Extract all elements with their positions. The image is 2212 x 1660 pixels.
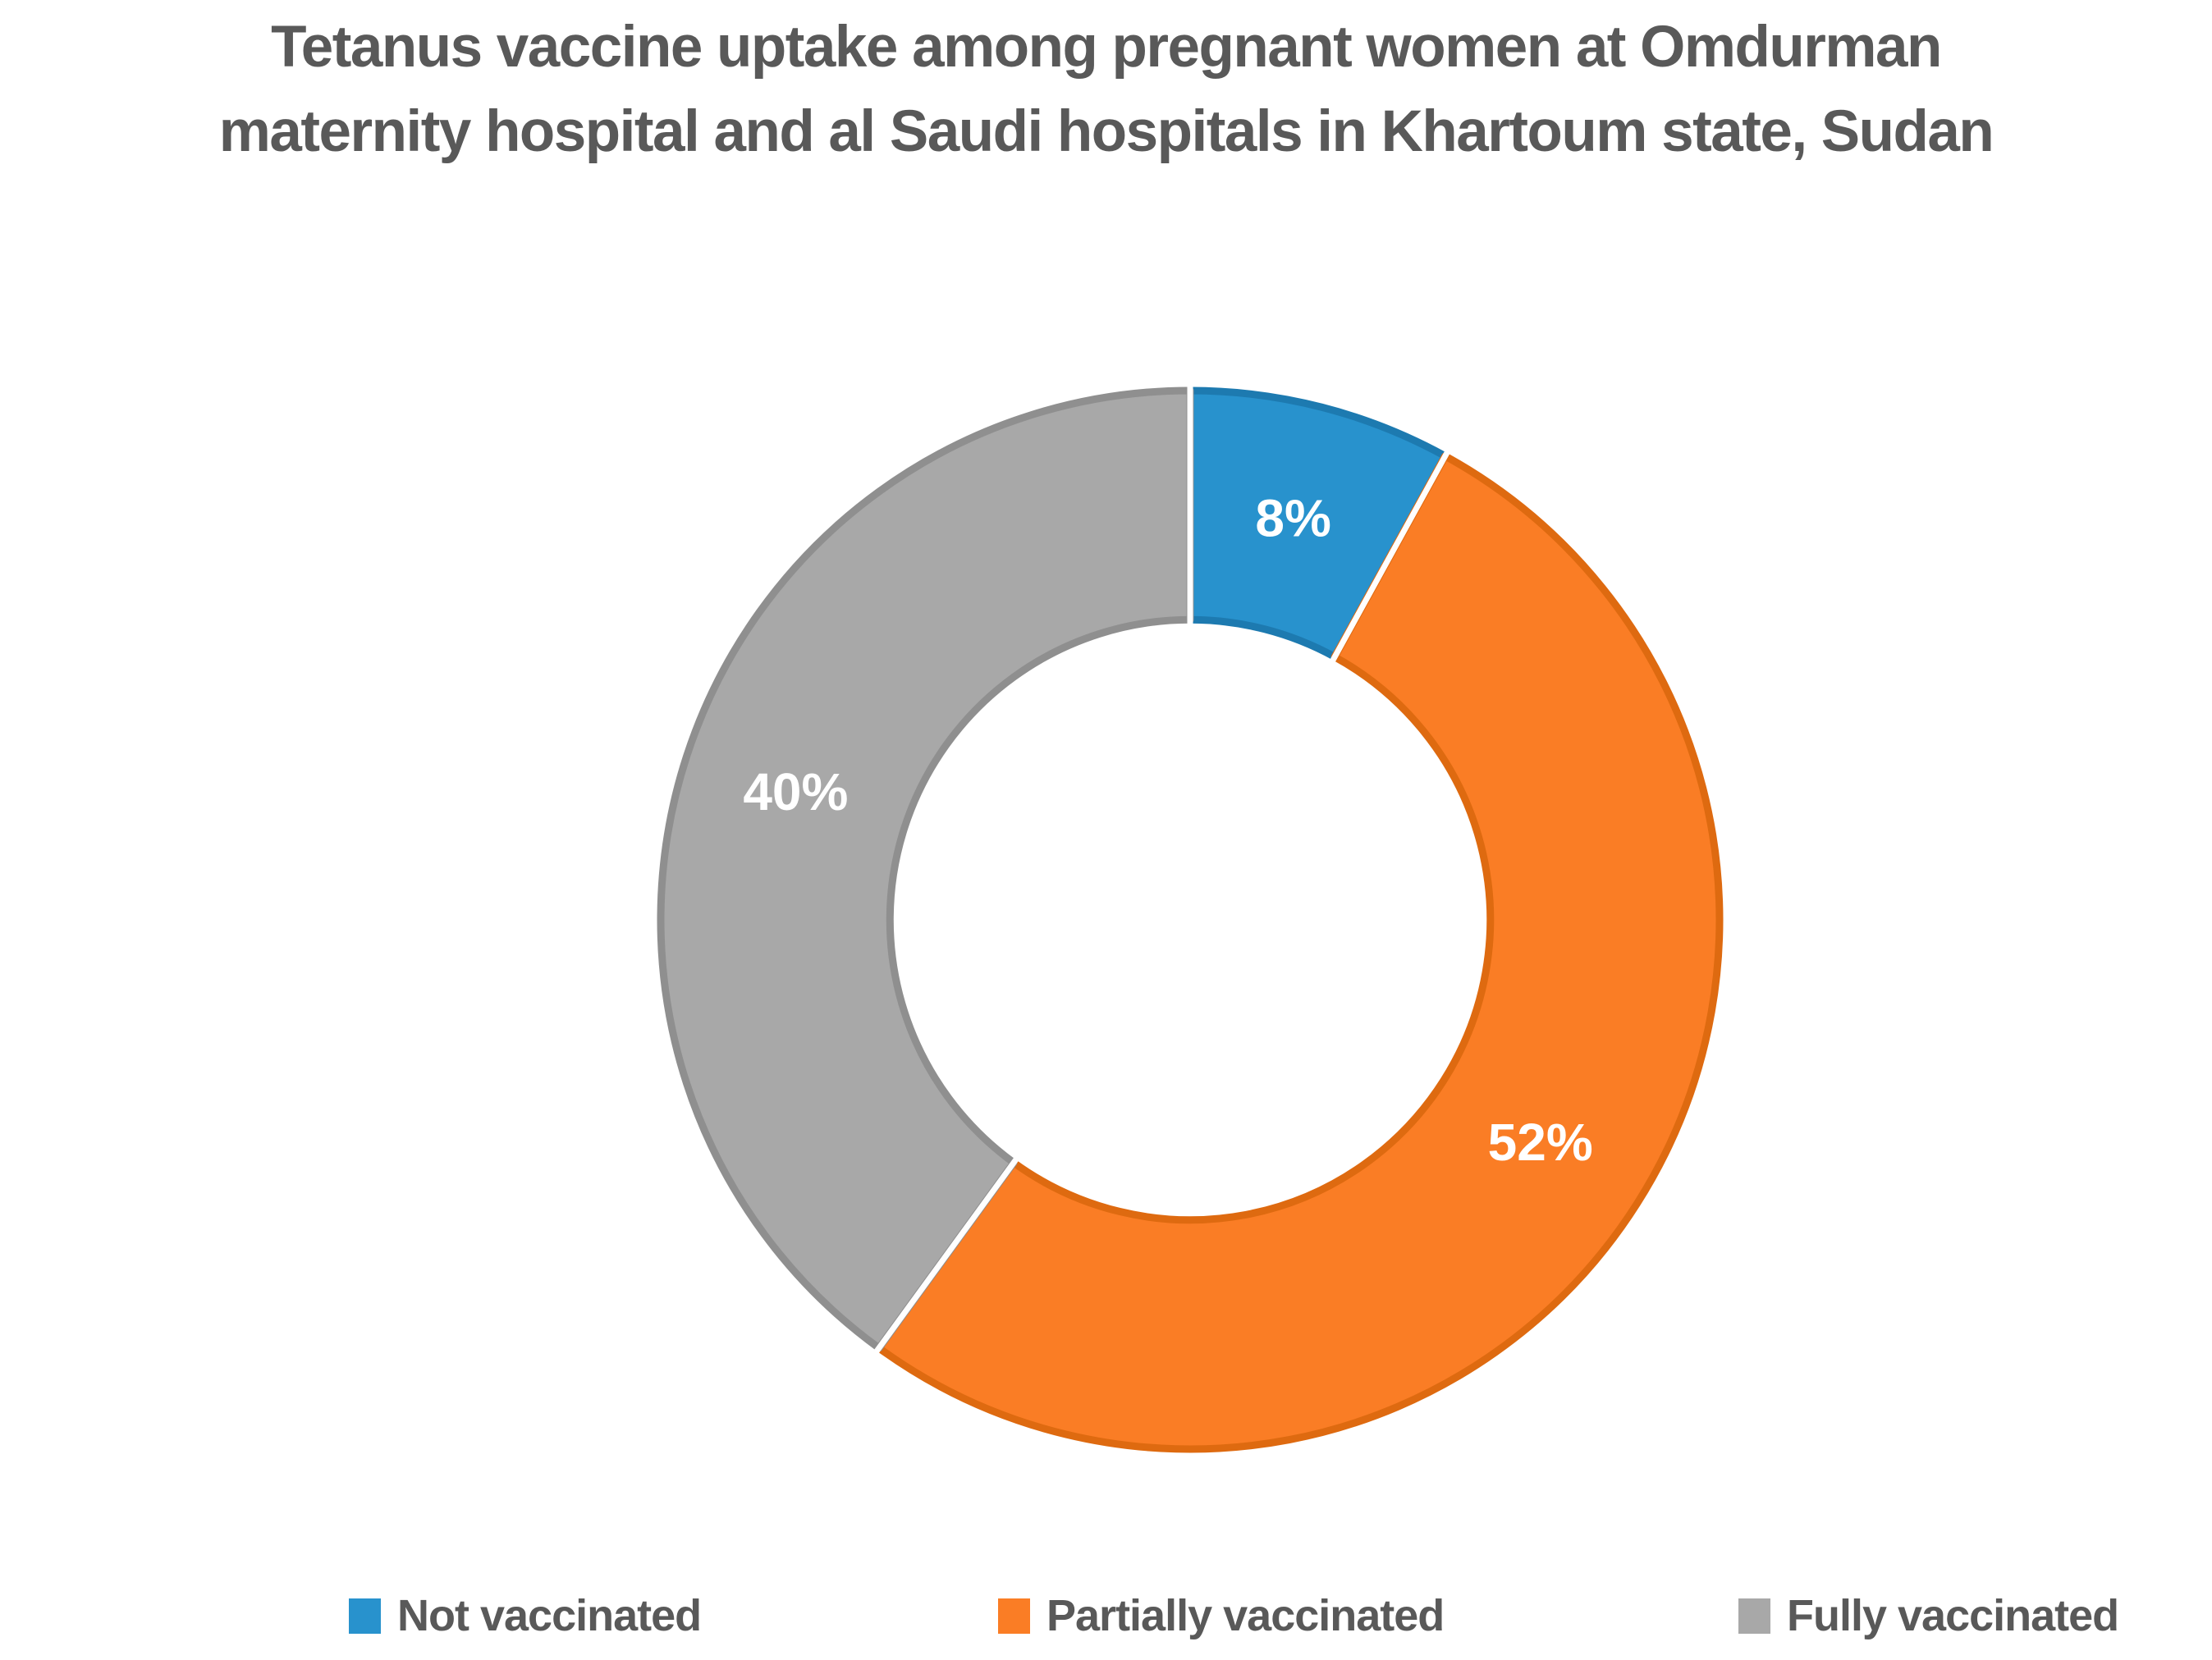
chart-title-line-1: Tetanus vaccine uptake among pregnant wo… — [271, 15, 1942, 80]
slice-separator — [1330, 450, 1450, 663]
slice-label-not-vaccinated: 8% — [1255, 489, 1331, 548]
slice-separator — [873, 1156, 1019, 1354]
chart-title: Tetanus vaccine uptake among pregnant wo… — [0, 5, 2212, 174]
slice-fully-vaccinated — [657, 386, 1194, 1352]
slice-label-fully-vaccinated: 40% — [743, 762, 848, 821]
slice-partially-vaccinated — [875, 452, 1724, 1453]
slice-label-partially-vaccinated: 52% — [1488, 1113, 1593, 1172]
chart-title-line-2: maternity hospital and al Saudi hospital… — [218, 99, 1994, 164]
